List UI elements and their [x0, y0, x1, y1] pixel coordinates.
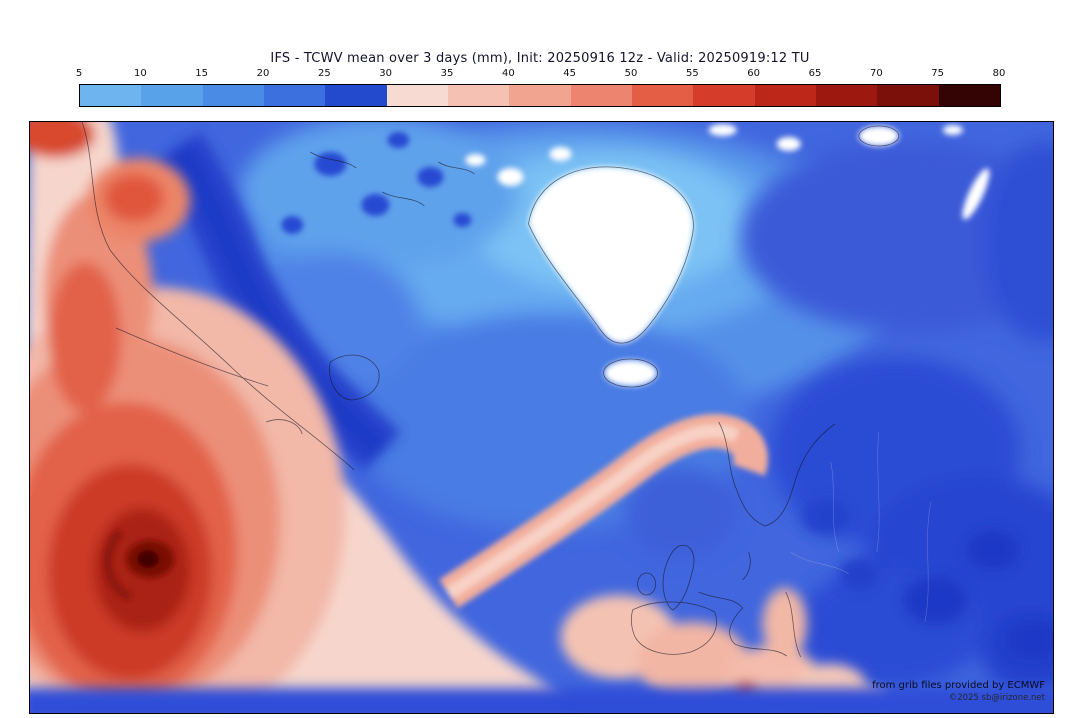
map-canvas: from grib files provided by ECMWF ©2025 … [29, 121, 1054, 714]
colorbar-segment [80, 85, 142, 106]
colorbar-tick: 20 [256, 68, 270, 79]
colorbar-segment [141, 85, 203, 106]
colorbar-tick: 75 [931, 68, 945, 79]
colorbar-segment [202, 85, 264, 106]
tcwv-contour-map [30, 122, 1053, 713]
colorbar-segment [509, 85, 571, 106]
colorbar-tick: 65 [808, 68, 822, 79]
arctic-archipelago-dark-patches [281, 132, 472, 234]
coastlines [81, 122, 900, 658]
colorbar-tick: 15 [195, 68, 209, 79]
attribution-source: from grib files provided by ECMWF [872, 680, 1045, 692]
colorbar-segment [570, 85, 632, 106]
colorbar-tick: 35 [440, 68, 454, 79]
colorbar-tick: 55 [685, 68, 699, 79]
colorbar-segment [938, 85, 1000, 106]
colorbar-tick: 45 [563, 68, 577, 79]
colorbar-segment [815, 85, 878, 106]
colorbar-tick: 40 [501, 68, 515, 79]
colorbar-tick: 25 [317, 68, 331, 79]
attribution: from grib files provided by ECMWF ©2025 … [872, 679, 1045, 704]
country-borders [790, 431, 932, 623]
ice-landmasses [465, 124, 990, 386]
colorbar-tick: 80 [992, 68, 1006, 79]
colorbar-segment [263, 85, 326, 106]
svalbard-landmass [858, 126, 899, 146]
colorbar-segment [877, 85, 939, 106]
map-title: IFS - TCWV mean over 3 days (mm), Init: … [270, 51, 810, 66]
colorbar-segment [631, 85, 694, 106]
iceland-landmass [604, 360, 657, 386]
colorbar-segment [447, 85, 510, 106]
greenland-landmass [528, 166, 694, 344]
colorbar-segment [386, 85, 448, 106]
colorbar-tick: 50 [624, 68, 638, 79]
colorbar-tick: 5 [75, 68, 83, 79]
colorbar-tick: 30 [379, 68, 393, 79]
colorbar-segment [754, 85, 816, 106]
attribution-copyright: ©2025 sb@irizone.net [948, 692, 1045, 703]
colorbar-ticks: 5 10 15 20 25 30 35 40 45 50 55 60 65 70 75 80 [75, 68, 1006, 80]
colorbar-tick: 70 [869, 68, 883, 79]
moist-band-to-norway [439, 414, 768, 609]
colorbar-tick: 60 [747, 68, 761, 79]
colorbar-segment [325, 85, 387, 106]
dark-blue-details [155, 132, 1053, 658]
colorbar-tick: 10 [133, 68, 147, 79]
south-edge-blue-band [30, 688, 1053, 713]
tropical-cyclone-core [103, 529, 175, 601]
colorbar [79, 84, 1001, 107]
colorbar-segment [693, 85, 755, 106]
